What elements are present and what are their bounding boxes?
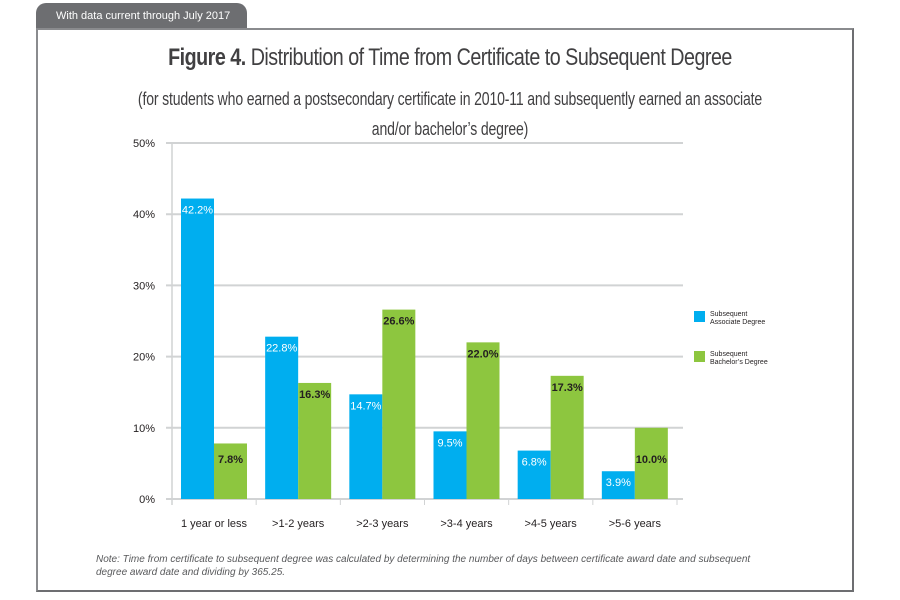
y-tick-label: 0% xyxy=(139,494,155,506)
y-axis: 0% 10% 20% 30% 40% 50% xyxy=(133,138,173,506)
figure-note: Note: Time from certificate to subsequen… xyxy=(96,553,796,579)
bar-bachelors xyxy=(298,382,332,499)
y-tick-label: 50% xyxy=(133,138,155,150)
y-tick-label: 20% xyxy=(133,352,155,364)
bar-associate xyxy=(601,471,635,499)
data-label: 22.0% xyxy=(467,348,498,360)
data-label: 6.8% xyxy=(522,457,547,469)
gridlines xyxy=(166,142,683,500)
y-tick-label: 30% xyxy=(133,280,155,292)
note-line-2: degree award date and dividing by 365.25… xyxy=(96,567,286,578)
data-label: 14.7% xyxy=(350,400,381,412)
y-tick-label: 40% xyxy=(133,209,155,221)
data-label: 26.6% xyxy=(383,316,414,328)
bar-associate xyxy=(517,450,551,499)
data-label: 3.9% xyxy=(606,477,631,489)
figure-frame xyxy=(36,28,854,592)
x-tick-label: >1-2 years xyxy=(272,518,325,530)
bar-bachelors xyxy=(466,342,500,499)
note-line-1: Note: Time from certificate to subsequen… xyxy=(96,554,751,565)
bars xyxy=(181,198,668,499)
data-currency-tab: With data current through July 2017 xyxy=(36,3,247,28)
x-tick-label: >5-6 years xyxy=(609,518,662,530)
bar-associate xyxy=(349,394,383,499)
figure-subtitle: (for students who earned a postsecondary… xyxy=(99,84,801,144)
x-tick-label: >4-5 years xyxy=(525,518,578,530)
data-labels: 42.2% 22.8% 14.7% 9.5% 6.8% 3.9% 7.8% 16.3% 26.6… xyxy=(182,205,667,490)
legend-label: Subsequent xyxy=(710,351,747,358)
bar-bachelors xyxy=(382,309,416,499)
data-label: 7.8% xyxy=(218,454,243,466)
legend-swatch xyxy=(694,311,705,322)
figure-label: Figure 4. xyxy=(168,44,246,71)
bar-associate xyxy=(265,336,299,499)
x-tick-label: >3-4 years xyxy=(440,518,493,530)
legend-label: Bachelor’s Degree xyxy=(710,359,768,366)
bar-associate xyxy=(181,198,214,499)
data-currency-text: With data current through July 2017 xyxy=(56,10,231,22)
legend-label: Associate Degree xyxy=(710,319,765,326)
subtitle-line-1: (for students who earned a postsecondary… xyxy=(137,89,763,109)
data-label: 17.3% xyxy=(552,382,583,394)
bar-bachelors xyxy=(550,375,584,499)
x-axis: 1 year or less >1-2 years >2-3 years >3-4 y… xyxy=(171,499,678,530)
figure-title-text: Distribution of Time from Certificate to… xyxy=(250,44,733,71)
x-tick-label: >2-3 years xyxy=(356,518,409,530)
bar-bachelors xyxy=(634,427,668,499)
data-label: 22.8% xyxy=(266,343,297,355)
data-label: 9.5% xyxy=(437,437,462,449)
subtitle-line-2: and/or bachelor’s degree) xyxy=(371,119,529,139)
data-label: 42.2% xyxy=(182,205,213,217)
y-tick-label: 10% xyxy=(133,423,155,435)
data-label: 10.0% xyxy=(636,454,667,466)
bar-bachelors xyxy=(214,443,247,499)
figure-title: Figure 4. Distribution of Time from Cert… xyxy=(81,44,819,72)
data-label: 16.3% xyxy=(299,389,330,401)
x-tick-label: 1 year or less xyxy=(181,518,248,530)
legend-swatch xyxy=(694,351,705,362)
legend-label: Subsequent xyxy=(710,311,747,318)
bar-associate xyxy=(433,431,467,499)
